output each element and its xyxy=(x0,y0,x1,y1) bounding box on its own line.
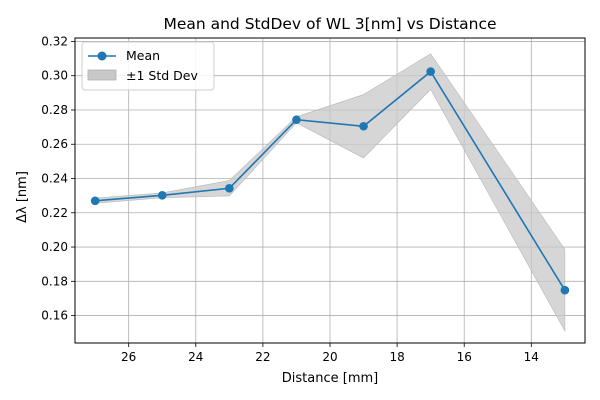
y-tick-label: 0.16 xyxy=(41,309,68,323)
y-tick-label: 0.24 xyxy=(41,172,68,186)
y-tick-label: 0.32 xyxy=(41,34,68,48)
x-tick-label: 24 xyxy=(188,350,203,364)
mean-data-point xyxy=(359,121,368,131)
x-tick-label: 16 xyxy=(457,350,472,364)
x-tick-label: 26 xyxy=(121,350,136,364)
mean-data-point xyxy=(225,183,234,193)
legend-mean-marker xyxy=(97,51,107,61)
x-tick-label: 14 xyxy=(524,350,539,364)
mean-data-point xyxy=(157,190,167,200)
x-axis-ticks: 26 24 22 20 18 16 14 xyxy=(121,343,539,364)
mean-data-point xyxy=(90,196,100,206)
mean-data-point xyxy=(560,285,570,295)
y-tick-label: 0.22 xyxy=(41,206,68,220)
legend-band-label: ±1 Std Dev xyxy=(126,68,198,83)
legend: Mean ±1 Std Dev xyxy=(81,41,215,91)
y-tick-label: 0.18 xyxy=(41,274,68,288)
mean-data-point xyxy=(426,67,435,76)
legend-band-swatch xyxy=(87,69,117,81)
x-axis-label: Distance [mm] xyxy=(282,371,378,386)
x-tick-label: 22 xyxy=(255,350,270,364)
y-tick-label: 0.20 xyxy=(41,240,68,254)
x-tick-label: 18 xyxy=(389,350,404,364)
y-axis-ticks: 0.16 0.18 0.20 0.22 0.24 0.26 0.28 0.30 0.32 xyxy=(41,34,75,323)
y-tick-label: 0.28 xyxy=(41,103,68,117)
chart-title: Mean and StdDev of WL 3[nm] vs Distance xyxy=(163,15,496,33)
mean-data-point xyxy=(292,115,301,125)
y-tick-label: 0.30 xyxy=(41,69,68,83)
series-layer xyxy=(90,67,570,295)
y-tick-label: 0.26 xyxy=(41,137,68,151)
y-axis-label: Δλ [nm] xyxy=(15,171,30,223)
x-tick-label: 20 xyxy=(322,350,337,364)
legend-mean-label: Mean xyxy=(126,48,160,63)
